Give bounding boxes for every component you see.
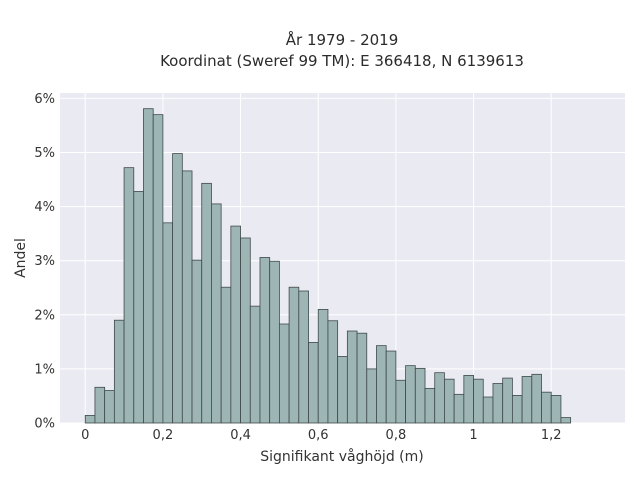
histogram-bar xyxy=(453,393,465,424)
histogram-bar xyxy=(337,356,348,424)
histogram-bar xyxy=(143,108,154,424)
chart-title-line-1: År 1979 - 2019 xyxy=(286,30,399,49)
histogram-bar xyxy=(230,225,241,424)
histogram-bar xyxy=(550,395,562,424)
histogram-bar xyxy=(473,378,484,424)
x-tick-label: 1,2 xyxy=(541,428,562,443)
histogram-bar xyxy=(405,365,416,424)
histogram-bar xyxy=(84,415,96,424)
chart-title-line-2: Koordinat (Sweref 99 TM): E 366418, N 61… xyxy=(160,52,524,70)
histogram-bar xyxy=(366,368,377,424)
x-tick-label: 0,2 xyxy=(153,428,174,443)
histogram-bar xyxy=(211,203,222,424)
histogram-bar xyxy=(395,379,407,424)
histogram-bar xyxy=(259,257,271,424)
histogram-bar xyxy=(152,114,164,424)
histogram-bar xyxy=(133,191,144,424)
histogram-bar xyxy=(502,377,513,424)
histogram-bar xyxy=(434,372,445,424)
y-axis-label: Andel xyxy=(13,238,29,278)
histogram-bar xyxy=(492,383,504,424)
y-tick-label: 2% xyxy=(34,308,55,323)
x-tick-label: 0,6 xyxy=(308,428,329,443)
x-axis-label: Signifikant våghöjd (m) xyxy=(260,448,423,465)
x-tick-label: 0 xyxy=(81,428,89,443)
histogram-bar xyxy=(278,323,290,424)
histogram-bar xyxy=(113,319,125,424)
histogram-bar xyxy=(356,332,368,424)
histogram-bar xyxy=(327,320,339,424)
histogram-bar xyxy=(463,374,474,424)
histogram-bar xyxy=(249,305,261,424)
histogram-bar xyxy=(560,417,572,424)
histogram-bar xyxy=(376,345,387,424)
histogram-bar xyxy=(172,153,183,424)
histogram-bar xyxy=(444,378,455,424)
x-tick-label: 0,8 xyxy=(386,428,407,443)
histogram-bar xyxy=(191,259,203,424)
histogram-bar xyxy=(482,396,494,424)
histogram-bar xyxy=(346,330,358,424)
histogram-bar xyxy=(298,290,309,424)
y-tick-label: 3% xyxy=(34,254,55,269)
histogram-bar xyxy=(531,373,542,424)
histogram-bar xyxy=(181,170,193,424)
x-tick-label: 0,4 xyxy=(230,428,251,443)
y-tick-label: 6% xyxy=(34,92,55,107)
histogram-bar xyxy=(94,386,106,424)
y-tick-labels: 0% 1% 2% 3% 4% 5% 6% xyxy=(34,92,55,432)
histogram-bar xyxy=(521,376,533,424)
histogram-bar xyxy=(414,367,426,424)
histogram-bar xyxy=(123,167,135,424)
histogram-bars xyxy=(84,108,572,424)
histogram-bar xyxy=(220,286,232,424)
x-tick-label: 1 xyxy=(469,428,477,443)
histogram-bar xyxy=(240,237,251,424)
y-tick-label: 4% xyxy=(34,200,55,215)
histogram-bar xyxy=(308,341,319,424)
histogram-bar xyxy=(288,286,300,424)
y-tick-label: 0% xyxy=(34,417,55,432)
y-tick-label: 1% xyxy=(34,362,55,377)
histogram-bar xyxy=(317,308,329,424)
histogram-bar xyxy=(511,395,523,424)
histogram-bar xyxy=(541,391,552,424)
histogram-bar xyxy=(162,222,174,424)
histogram-bar xyxy=(385,350,397,424)
x-tick-labels: 0 0,2 0,4 0,6 0,8 1 1,2 xyxy=(81,428,561,443)
y-tick-label: 5% xyxy=(34,146,55,161)
histogram-bar xyxy=(269,260,280,424)
histogram-bar xyxy=(424,387,436,424)
histogram-bar xyxy=(104,390,115,424)
histogram-bar xyxy=(201,182,212,424)
